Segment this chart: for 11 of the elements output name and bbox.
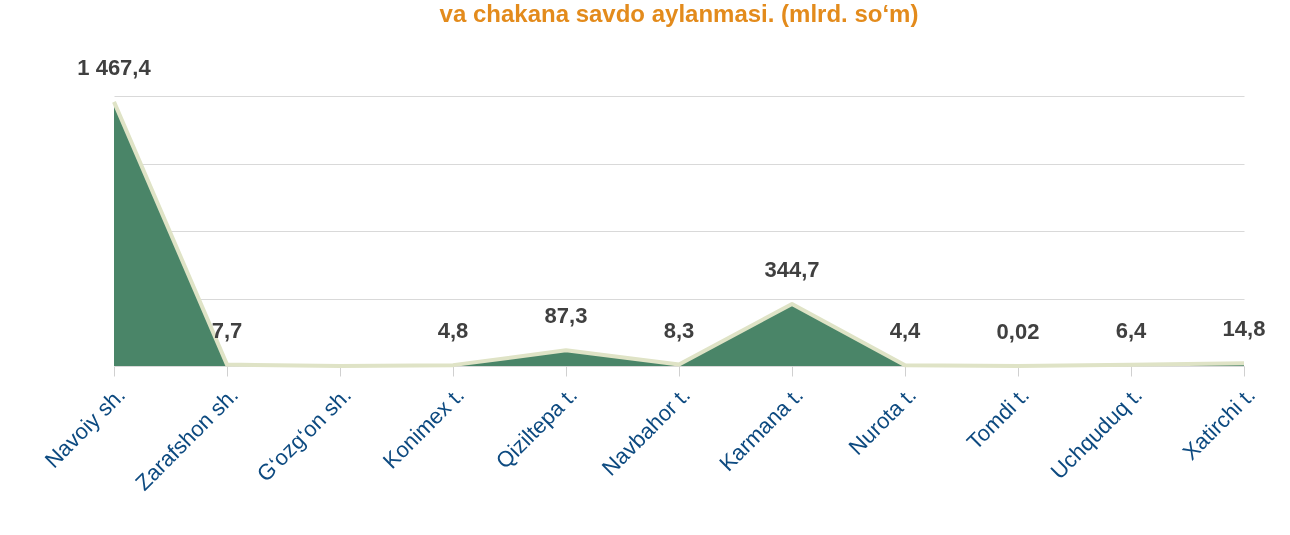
data-label: 87,3 xyxy=(544,303,588,329)
data-label: 6,4 xyxy=(1115,317,1148,343)
data-label: 4,8 xyxy=(437,318,469,344)
data-label: 0,02 xyxy=(996,319,1040,344)
data-label: 7,7 xyxy=(211,317,243,343)
data-label: 8,3 xyxy=(663,317,695,343)
data-label: 1 467,4 xyxy=(77,54,152,80)
chart-title: va chakana savdo aylanmasi. (mlrd. so‘m) xyxy=(439,0,919,27)
data-label: 14,8 xyxy=(1222,316,1266,342)
data-label: 344,7 xyxy=(764,256,820,282)
data-label: 4,4 xyxy=(889,318,922,344)
